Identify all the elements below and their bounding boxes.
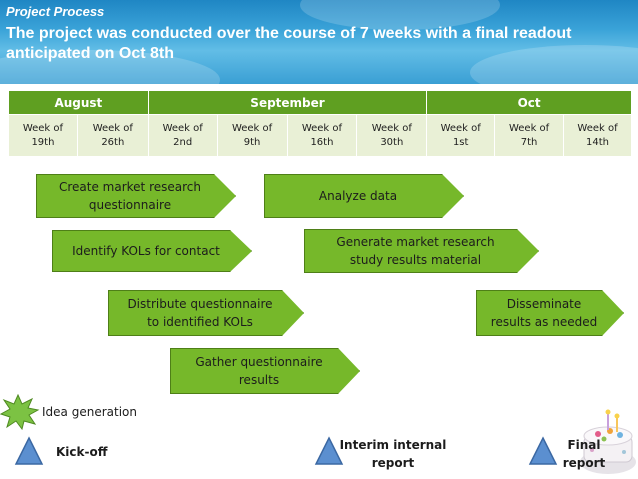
- week-date: 7th: [520, 136, 538, 148]
- task-analyze-data: Analyze data: [264, 174, 464, 218]
- task-identify-kols: Identify KOLs for contact: [52, 230, 252, 272]
- task-label: results: [238, 373, 280, 387]
- task-label: Distribute questionnaire: [127, 297, 273, 311]
- celebration-cake-icon: [580, 409, 636, 474]
- section-tag: Project Process: [6, 4, 105, 19]
- task-disseminate-results: Disseminate results as needed: [476, 290, 624, 336]
- task-label: Analyze data: [318, 189, 398, 203]
- task-label: Generate market research: [336, 235, 495, 249]
- task-label: Identify KOLs for contact: [72, 244, 220, 258]
- week-date: 1st: [452, 136, 469, 148]
- task-label: questionnaire: [88, 198, 172, 212]
- interim-report-triangle-icon: [314, 436, 344, 465]
- week-cell: Week of 16th: [286, 114, 358, 157]
- final-report-triangle-icon: [528, 436, 558, 465]
- task-label: Gather questionnaire: [195, 355, 323, 369]
- week-cell: Week of 2nd: [147, 114, 218, 157]
- week-label: Week of: [508, 122, 550, 134]
- week-date: 2nd: [173, 136, 193, 148]
- week-label: Week of: [440, 122, 481, 134]
- week-date: 19th: [31, 136, 55, 148]
- week-cell: Week of 9th: [216, 114, 288, 157]
- legend-final-report: Final report: [556, 436, 612, 472]
- week-label: Week of: [301, 122, 343, 134]
- week-label: Week of: [92, 122, 133, 134]
- timeline-table: August September Oct Week of 19th Week of…: [8, 90, 632, 157]
- task-gather-results: Gather questionnaire results: [170, 348, 360, 394]
- task-create-questionnaire: Create market research questionnaire: [36, 174, 236, 218]
- week-label: Week of: [162, 122, 203, 134]
- task-label: to identified KOLs: [147, 315, 253, 329]
- week-cell: Week of 7th: [494, 114, 565, 157]
- week-cell: Week of 19th: [8, 114, 78, 157]
- kickoff-triangle-icon: [14, 436, 44, 465]
- task-label: Create market research: [58, 180, 201, 194]
- week-label: Week of: [371, 122, 412, 134]
- week-label: Week of: [577, 122, 618, 134]
- legend-interim-report: Interim internal report: [336, 436, 450, 472]
- week-date: 16th: [310, 136, 334, 148]
- task-distribute-questionnaire: Distribute questionnaire to identified KO…: [108, 290, 304, 336]
- month-cell-august: August: [8, 90, 149, 115]
- week-date: 14th: [586, 136, 609, 148]
- task-label: study results material: [349, 253, 482, 267]
- month-cell-september: September: [147, 90, 428, 115]
- week-label: Week of: [231, 122, 273, 134]
- week-cell: Week of 30th: [356, 114, 428, 157]
- week-cell: Week of 26th: [76, 114, 149, 157]
- legend-final-line: report: [562, 456, 606, 470]
- week-row: Week of 19th Week of 26th Week of 2nd Week …: [8, 114, 632, 157]
- week-date: 9th: [243, 136, 261, 148]
- legend-kickoff: Kick-off: [56, 445, 108, 459]
- task-generate-results-material: Generate market research study results ma…: [304, 229, 539, 273]
- legend-idea-generation: Idea generation: [42, 405, 137, 419]
- week-cell: Week of 1st: [426, 114, 496, 157]
- task-label: Disseminate: [506, 297, 582, 311]
- week-label: Week of: [22, 122, 64, 134]
- week-cell: Week of 14th: [563, 114, 632, 157]
- header-banner: Project Process The project was conducte…: [0, 0, 638, 84]
- page-title: The project was conducted over the cours…: [6, 25, 572, 62]
- week-date: 30th: [380, 136, 404, 148]
- legend-interim-line: report: [371, 456, 415, 470]
- month-cell-oct: Oct: [426, 90, 632, 115]
- task-label: results as needed: [490, 315, 598, 329]
- legend-interim-line: Interim internal: [339, 438, 447, 452]
- month-row: August September Oct: [8, 90, 632, 115]
- starburst-icon: [0, 394, 40, 430]
- legend-final-line: Final: [567, 438, 601, 452]
- week-date: 26th: [101, 136, 125, 148]
